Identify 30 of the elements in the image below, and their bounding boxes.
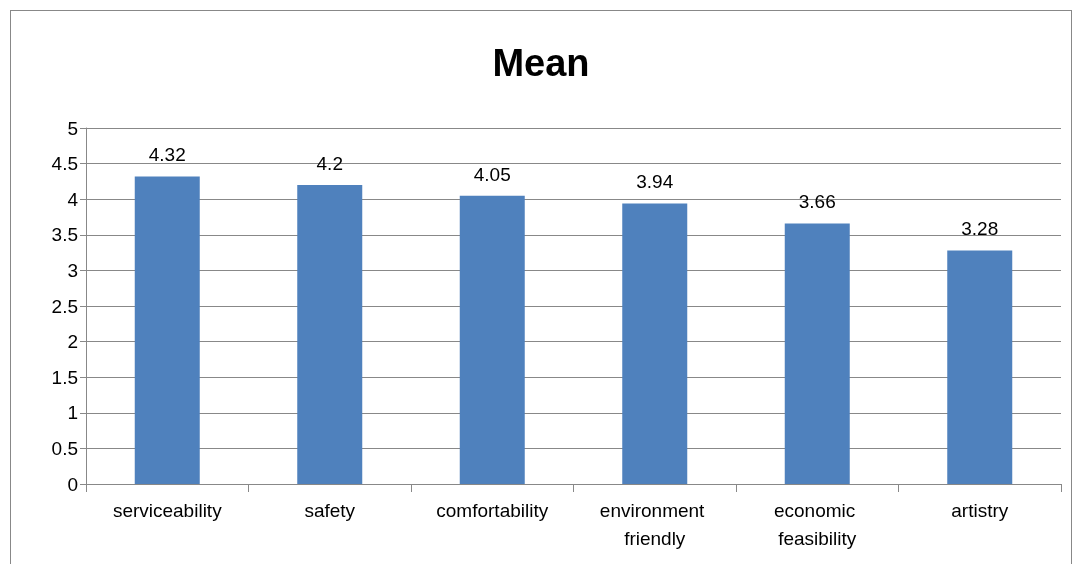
data-label: 4.2 <box>316 152 343 174</box>
y-tick-label: 4 <box>67 188 79 210</box>
bar <box>297 184 363 484</box>
y-tick-label: 4.5 <box>51 153 78 175</box>
data-label: 3.28 <box>961 218 999 240</box>
y-tick-label: 5 <box>67 117 78 139</box>
x-tick-label: serviceability <box>112 499 223 521</box>
bar <box>134 176 200 484</box>
data-label: 4.32 <box>148 144 186 166</box>
x-tick-label: environment friendly <box>599 499 710 549</box>
bar <box>947 250 1013 484</box>
bar <box>459 195 525 484</box>
y-tick-label: 0.5 <box>51 437 78 459</box>
y-tick-label: 1.5 <box>51 366 78 388</box>
bar <box>784 223 850 484</box>
y-tick-label: 3.5 <box>51 224 78 246</box>
y-tick-label: 1 <box>67 402 78 424</box>
chart-title: Mean <box>492 42 590 84</box>
data-label: 4.05 <box>473 163 511 185</box>
y-tick-label: 2 <box>67 331 78 353</box>
y-tick-label: 3 <box>67 259 78 281</box>
bar <box>622 203 688 484</box>
x-tick-label: economic feasibility <box>773 499 861 549</box>
data-label: 3.94 <box>636 171 674 193</box>
x-tick-label: artistry <box>951 499 1009 521</box>
y-tick-label: 0 <box>67 473 78 495</box>
x-tick-label: comfortability <box>436 499 549 521</box>
x-tick-label: safety <box>304 499 356 521</box>
y-tick-label: 2.5 <box>51 295 78 317</box>
data-label: 3.66 <box>798 191 836 213</box>
